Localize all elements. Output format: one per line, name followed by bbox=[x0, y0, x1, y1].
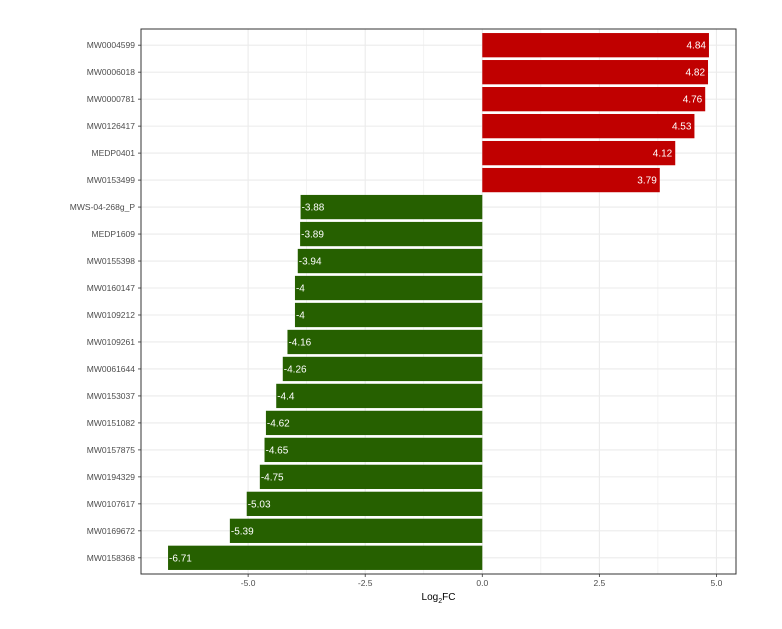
bar-value-label: -4.75 bbox=[261, 472, 284, 483]
category-label: MW0158368 bbox=[87, 553, 135, 563]
x-axis-title-tail: FC bbox=[442, 592, 455, 603]
bar-value-label: -5.03 bbox=[248, 499, 271, 510]
x-tick-label: 0.0 bbox=[476, 578, 488, 588]
bar bbox=[276, 383, 483, 409]
bar-value-label: 4.84 bbox=[686, 41, 706, 52]
bar bbox=[482, 140, 676, 166]
bar bbox=[482, 113, 695, 139]
x-axis-title-subscript: 2 bbox=[438, 598, 442, 605]
bar-value-label: -4.4 bbox=[277, 391, 295, 402]
x-tick-label: 2.5 bbox=[593, 578, 605, 588]
bar bbox=[300, 194, 483, 220]
bar bbox=[482, 33, 709, 58]
category-label: MW0169672 bbox=[87, 526, 135, 536]
category-label: MEDP0401 bbox=[92, 148, 136, 158]
bar-value-label: -6.71 bbox=[169, 553, 192, 564]
bar-value-label: -3.88 bbox=[302, 203, 325, 214]
bar-value-label: -3.89 bbox=[301, 230, 324, 241]
bar bbox=[294, 302, 483, 328]
category-label: MW0006018 bbox=[87, 67, 135, 77]
bar-value-label: -4.65 bbox=[266, 445, 289, 456]
bar-value-label: -4 bbox=[296, 310, 305, 321]
bar-value-label: -3.94 bbox=[299, 257, 322, 268]
category-label: MW0157875 bbox=[87, 445, 135, 455]
bar bbox=[482, 87, 706, 112]
category-label: MEDP1609 bbox=[92, 229, 136, 239]
bar-value-label: -5.39 bbox=[231, 526, 254, 537]
bar-value-label: -4.26 bbox=[284, 364, 307, 375]
category-label: MW0126417 bbox=[87, 121, 135, 131]
x-axis: -5.0 -2.5 0.0 2.5 5.0 bbox=[241, 574, 723, 588]
x-axis-title-main: Log bbox=[422, 592, 439, 603]
category-label: MW0153037 bbox=[87, 391, 135, 401]
bar-value-label: 4.53 bbox=[672, 122, 692, 133]
bar-value-label: 4.76 bbox=[683, 95, 703, 106]
x-axis-title: Log2FC bbox=[422, 592, 456, 605]
bar-value-labels: 4.84 4.82 4.76 4.53 4.12 3.79 -3.88 -3.89 -3.94 -… bbox=[169, 41, 706, 565]
category-label: MW0061644 bbox=[87, 364, 135, 374]
bar bbox=[259, 464, 483, 490]
bar bbox=[297, 248, 483, 274]
bar bbox=[482, 60, 709, 85]
category-label: MW0194329 bbox=[87, 472, 135, 482]
category-label: MW0109212 bbox=[87, 310, 135, 320]
category-label: MW0153499 bbox=[87, 175, 135, 185]
category-label: MW0004599 bbox=[87, 40, 135, 50]
bar bbox=[294, 275, 483, 301]
x-tick-label: 5.0 bbox=[711, 578, 723, 588]
bar-value-label: -4 bbox=[296, 284, 305, 295]
category-label: MW0000781 bbox=[87, 94, 135, 104]
category-label: MW0107617 bbox=[87, 499, 135, 509]
bar-value-label: -4.16 bbox=[288, 337, 311, 348]
bar bbox=[264, 437, 483, 463]
bars bbox=[168, 33, 709, 570]
bar-value-label: 4.82 bbox=[686, 68, 706, 79]
bar-value-label: 3.79 bbox=[637, 176, 657, 187]
bar-value-label: 4.12 bbox=[653, 149, 673, 160]
bar bbox=[282, 356, 483, 382]
bar bbox=[300, 221, 483, 247]
bar-value-label: -4.62 bbox=[267, 418, 290, 429]
bar bbox=[229, 518, 483, 543]
bar bbox=[265, 410, 483, 436]
x-tick-label: -5.0 bbox=[241, 578, 256, 588]
x-tick-label: -2.5 bbox=[358, 578, 373, 588]
category-label: MW0151082 bbox=[87, 418, 135, 428]
bar bbox=[287, 329, 483, 355]
bar bbox=[482, 167, 660, 193]
category-label: MW0109261 bbox=[87, 337, 135, 347]
y-axis-category-labels: MW0004599 MW0006018 MW0000781 MW0126417 MEDP… bbox=[70, 40, 141, 563]
bar bbox=[246, 491, 483, 516]
category-label: MWS-04-268g_P bbox=[70, 202, 136, 212]
category-label: MW0155398 bbox=[87, 256, 135, 266]
bar bbox=[168, 545, 483, 570]
panel-border bbox=[140, 28, 737, 575]
category-label: MW0160147 bbox=[87, 283, 135, 293]
